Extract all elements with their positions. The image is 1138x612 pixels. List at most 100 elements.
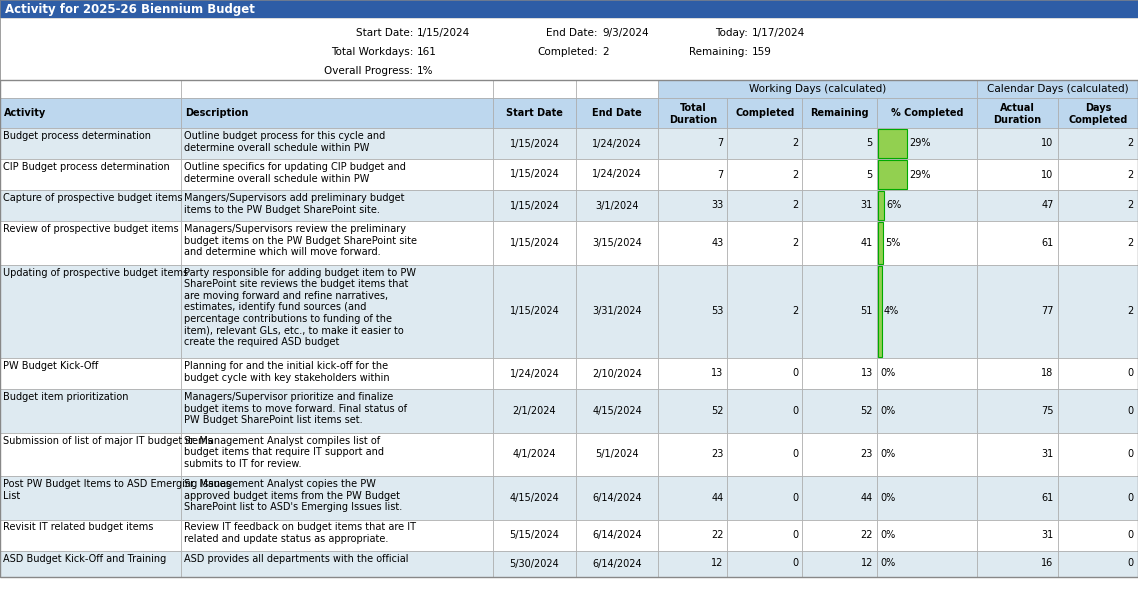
Text: 0: 0 — [1128, 493, 1133, 502]
Bar — [978, 221, 1057, 264]
Text: Managers/Supervisors review the preliminary
budget items on the PW Budget ShareP: Managers/Supervisors review the prelimin… — [183, 224, 417, 257]
Text: ASD Budget Kick-Off and Training: ASD Budget Kick-Off and Training — [3, 553, 166, 564]
Bar — [1057, 98, 1138, 128]
Bar — [493, 520, 576, 551]
Bar — [877, 98, 978, 128]
Bar — [0, 0, 1138, 18]
Text: Actual
Duration: Actual Duration — [993, 103, 1041, 125]
Bar — [576, 264, 658, 358]
Text: 0: 0 — [1128, 368, 1133, 378]
Bar — [1057, 264, 1138, 358]
Text: 2: 2 — [792, 138, 798, 149]
Bar — [576, 80, 658, 98]
Bar — [576, 389, 658, 433]
Bar — [1057, 551, 1138, 577]
Bar — [802, 190, 877, 221]
Text: 33: 33 — [711, 201, 724, 211]
Text: 2: 2 — [602, 47, 609, 57]
Bar — [493, 551, 576, 577]
Text: 5/30/2024: 5/30/2024 — [510, 559, 559, 569]
Text: 1/24/2024: 1/24/2024 — [510, 368, 559, 378]
Bar — [576, 520, 658, 551]
Bar — [576, 190, 658, 221]
Text: 10: 10 — [1041, 170, 1054, 179]
Bar — [802, 264, 877, 358]
Bar — [877, 222, 883, 264]
Text: 1/15/2024: 1/15/2024 — [510, 138, 559, 149]
Bar — [877, 551, 978, 577]
Text: End Date:: End Date: — [546, 28, 597, 38]
Text: 1/24/2024: 1/24/2024 — [592, 170, 642, 179]
Text: 6/14/2024: 6/14/2024 — [592, 559, 642, 569]
Text: 1%: 1% — [417, 66, 434, 76]
Bar — [877, 191, 884, 220]
Bar — [0, 389, 181, 433]
Text: End Date: End Date — [592, 108, 642, 118]
Text: 18: 18 — [1041, 368, 1054, 378]
Text: 1/15/2024: 1/15/2024 — [510, 237, 559, 248]
Text: 52: 52 — [860, 406, 873, 416]
Bar — [877, 266, 882, 357]
Bar — [877, 433, 978, 476]
Bar — [802, 476, 877, 520]
Bar — [181, 159, 493, 190]
Bar — [0, 128, 181, 159]
Text: 3/15/2024: 3/15/2024 — [592, 237, 642, 248]
Text: 2: 2 — [1128, 201, 1133, 211]
Text: 22: 22 — [711, 530, 724, 540]
Text: 52: 52 — [711, 406, 724, 416]
Bar — [802, 98, 877, 128]
Text: 0%: 0% — [880, 559, 896, 569]
Text: Sr. Management Analyst compiles list of
budget items that require IT support and: Sr. Management Analyst compiles list of … — [183, 436, 384, 469]
Text: 29%: 29% — [909, 170, 931, 179]
Text: Post PW Budget Items to ASD Emerging Issues
List: Post PW Budget Items to ASD Emerging Iss… — [3, 479, 231, 501]
Text: Days
Completed: Days Completed — [1069, 103, 1128, 125]
Text: 13: 13 — [711, 368, 724, 378]
Bar — [802, 551, 877, 577]
Text: Remaining: Remaining — [810, 108, 869, 118]
Bar — [0, 433, 181, 476]
Text: 0%: 0% — [880, 530, 896, 540]
Text: 4%: 4% — [884, 306, 899, 316]
Bar — [181, 433, 493, 476]
Text: 2/10/2024: 2/10/2024 — [592, 368, 642, 378]
Bar — [877, 264, 978, 358]
Text: 2: 2 — [1128, 138, 1133, 149]
Text: ASD provides all departments with the official: ASD provides all departments with the of… — [183, 553, 409, 564]
Text: Outline budget process for this cycle and
determine overall schedule within PW: Outline budget process for this cycle an… — [183, 131, 385, 152]
Text: Budget item prioritization: Budget item prioritization — [3, 392, 129, 402]
Bar — [493, 358, 576, 389]
Text: 6/14/2024: 6/14/2024 — [592, 493, 642, 502]
Text: 23: 23 — [860, 449, 873, 459]
Text: 0: 0 — [792, 530, 798, 540]
Text: 2: 2 — [792, 201, 798, 211]
Bar — [181, 358, 493, 389]
Bar — [1057, 476, 1138, 520]
Text: 5: 5 — [867, 170, 873, 179]
Text: 2/1/2024: 2/1/2024 — [512, 406, 556, 416]
Bar — [658, 389, 727, 433]
Text: 2: 2 — [792, 237, 798, 248]
Text: Activity: Activity — [5, 108, 47, 118]
Bar — [978, 358, 1057, 389]
Text: 61: 61 — [1041, 237, 1054, 248]
Bar — [877, 128, 978, 159]
Bar — [181, 80, 493, 98]
Text: 161: 161 — [417, 47, 437, 57]
Bar — [1057, 221, 1138, 264]
Bar — [1057, 389, 1138, 433]
Bar — [576, 433, 658, 476]
Bar — [658, 520, 727, 551]
Bar — [877, 159, 978, 190]
Bar — [1057, 520, 1138, 551]
Bar — [0, 190, 181, 221]
Text: Overall Progress:: Overall Progress: — [324, 66, 413, 76]
Text: 2: 2 — [1128, 237, 1133, 248]
Text: 13: 13 — [860, 368, 873, 378]
Bar — [727, 389, 802, 433]
Text: CIP Budget process determination: CIP Budget process determination — [3, 162, 170, 172]
Text: 31: 31 — [1041, 449, 1054, 459]
Bar — [493, 80, 576, 98]
Text: 51: 51 — [860, 306, 873, 316]
Bar — [727, 159, 802, 190]
